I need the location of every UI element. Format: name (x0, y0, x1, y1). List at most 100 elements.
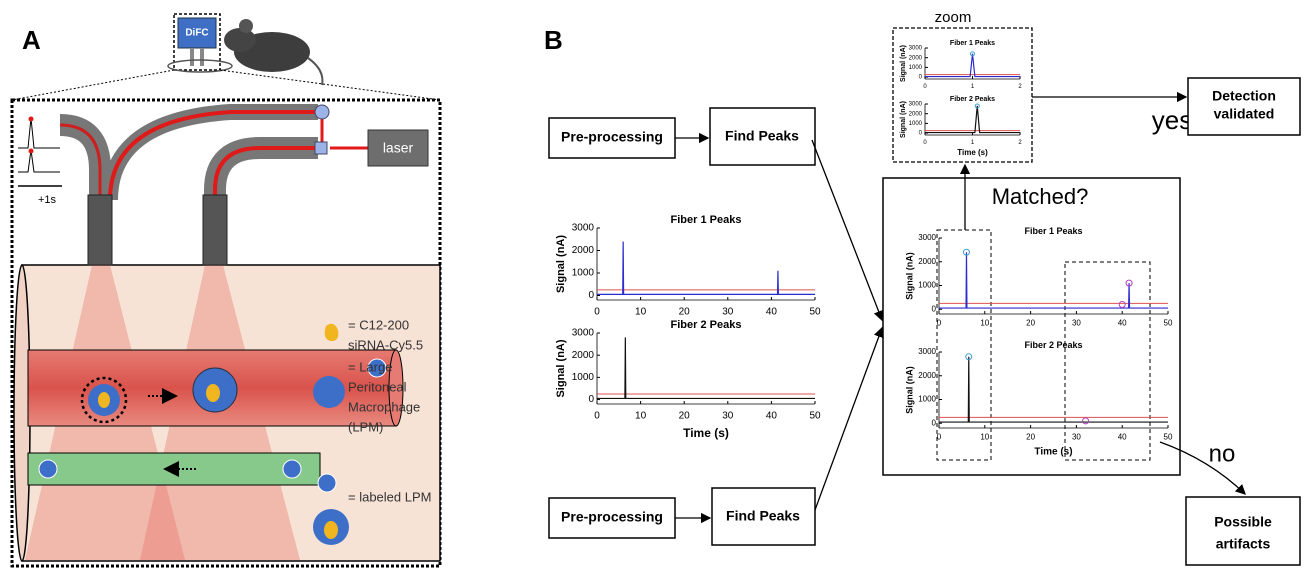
x-tick-label: 20 (679, 411, 691, 422)
outcome-label: Detection (1212, 88, 1276, 104)
detector (314, 104, 330, 120)
y-tick-label: 2000 (909, 55, 923, 61)
plot-title: Fiber 1 Peaks (950, 40, 995, 47)
outcome-label: artifacts (1216, 536, 1271, 552)
step-box (709, 107, 816, 166)
panel-a: A DiFC laser (10, 13, 442, 568)
outcome-label: Possible (1214, 514, 1272, 530)
y-tick-label: 0 (932, 304, 937, 313)
zoom-label: zoom (935, 9, 972, 26)
y-tick-label: 1000 (918, 281, 936, 290)
plot-title: Fiber 2 Peaks (671, 319, 742, 331)
plot-title: Fiber 1 Peaks (1024, 226, 1082, 236)
splitter (314, 141, 328, 155)
peak-marker (974, 103, 980, 109)
peak-marker (1118, 301, 1126, 308)
peak-marker (970, 51, 975, 57)
x-tick-label: 50 (809, 307, 821, 318)
y-tick-label: 2000 (918, 257, 936, 266)
legend-icon (324, 521, 338, 539)
device-label: DiFC (185, 28, 208, 39)
y-axis-label: Signal (nA) (900, 45, 907, 82)
panel-b: B Pre-processing Find Peaks Pre-processi… (544, 9, 1301, 566)
outcome-box (1185, 496, 1301, 566)
x-tick-label: 0 (594, 411, 600, 422)
legend-text: Peritoneal (348, 379, 407, 394)
plot-title: Fiber 1 Peaks (671, 214, 742, 226)
x-axis-label: Time (s) (1034, 447, 1072, 458)
x-tick-label: 30 (722, 411, 734, 422)
y-tick-label: 2000 (572, 350, 595, 361)
fibers (59, 104, 370, 266)
legend-icon (324, 323, 339, 342)
y-tick-label: 3000 (572, 328, 595, 339)
device-frame (173, 13, 221, 71)
x-axis-label: Time (s) (957, 148, 988, 157)
x-tick-label: 40 (1118, 319, 1127, 328)
peak-marker (965, 353, 973, 361)
zoom-box (892, 27, 1033, 163)
yes-label: yes (1152, 105, 1192, 135)
vessel-end (388, 349, 404, 427)
signal-trace (597, 337, 815, 400)
zoom-line (11, 69, 175, 101)
cell-outline (80, 376, 128, 424)
y-tick-label: 2000 (909, 111, 923, 117)
step-box (548, 497, 676, 539)
laser-label: laser (383, 140, 414, 156)
x-tick-label: 0 (937, 319, 942, 328)
ring (167, 59, 233, 73)
nanoparticle (98, 392, 110, 408)
plot-title: Fiber 2 Peaks (1024, 340, 1082, 350)
x-tick-label: 0 (937, 433, 942, 442)
y-tick-label: 3000 (918, 233, 936, 242)
no-label: no (1209, 440, 1236, 467)
y-tick-label: 0 (919, 131, 923, 137)
x-tick-label: 40 (1118, 433, 1127, 442)
x-tick-label: 2 (1018, 140, 1022, 146)
cell (282, 459, 302, 479)
x-tick-label: 1 (971, 84, 975, 90)
step-label: Pre-processing (561, 509, 663, 525)
probe (200, 48, 204, 66)
x-tick-label: 10 (980, 319, 989, 328)
peak-marker (1082, 417, 1090, 425)
probe (190, 48, 194, 66)
cell (367, 358, 387, 378)
y-tick-label: 1000 (918, 395, 936, 404)
x-tick-label: 10 (980, 433, 989, 442)
y-tick-label: 0 (588, 394, 594, 405)
plot-title: Fiber 2 Peaks (950, 96, 995, 103)
legend-text: = C12-200 (348, 317, 409, 332)
y-tick-label: 0 (588, 290, 594, 301)
x-tick-label: 10 (635, 411, 647, 422)
x-tick-label: 0 (594, 307, 600, 318)
device (177, 17, 217, 49)
outcome-box (1187, 77, 1301, 136)
arrow (814, 326, 884, 511)
y-tick-label: 1000 (909, 65, 923, 71)
y-axis-label: Signal (nA) (555, 339, 567, 397)
x-tick-label: 10 (635, 307, 647, 318)
match-box (882, 177, 1181, 476)
y-tick-label: 3000 (572, 223, 595, 234)
signal-trace (925, 53, 1020, 78)
time-scale: +1s (38, 194, 57, 206)
legend-text: Macrophage (348, 399, 420, 414)
x-tick-label: 30 (1072, 319, 1081, 328)
y-tick-label: 0 (932, 418, 937, 427)
signal-trace (925, 105, 1020, 134)
step-box (548, 117, 676, 159)
trace-icon (28, 116, 34, 122)
legend-text: = Large (348, 359, 392, 374)
mouse (224, 19, 324, 86)
panel-label: B (544, 25, 563, 55)
legend-text: (LPM) (348, 419, 383, 434)
y-tick-label: 3000 (909, 102, 923, 108)
nanoparticle (206, 384, 220, 402)
arrow (811, 139, 884, 322)
x-tick-label: 40 (766, 411, 778, 422)
y-tick-label: 1000 (909, 121, 923, 127)
